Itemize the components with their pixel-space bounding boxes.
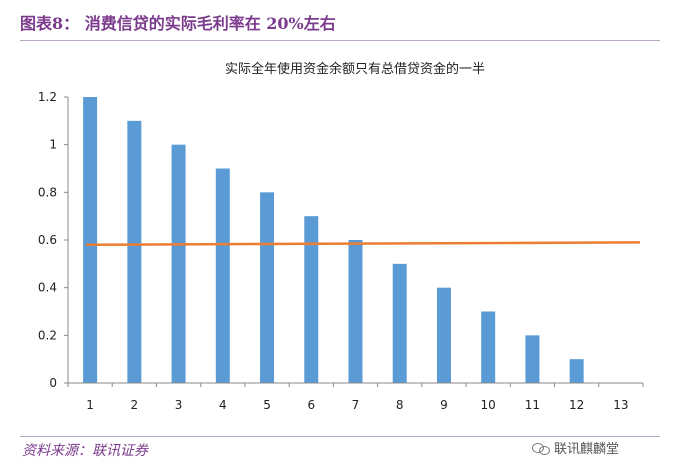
- figure-title: 图表8： 消费信贷的实际毛利率在 20%左右: [20, 14, 336, 33]
- y-tick-label: 0: [49, 376, 57, 390]
- header-divider: [20, 40, 660, 41]
- x-axis-ticks: 1 2 3 4 5 6 7 8 9 10 11 12 13: [67, 383, 644, 412]
- source-note: 资料来源：联讯证券: [22, 443, 148, 459]
- x-tick-label: 5: [263, 398, 271, 412]
- x-tick-label: 13: [613, 398, 628, 412]
- y-axis-ticks: 0 0.2 0.4 0.6 0.8 1 1.2: [38, 90, 68, 390]
- y-tick-label: 0.2: [38, 328, 57, 342]
- footer-divider: [20, 436, 660, 437]
- y-tick-label: 0.6: [38, 233, 57, 247]
- x-tick-label: 10: [481, 398, 496, 412]
- bar-5: [260, 192, 275, 383]
- bar-7: [348, 240, 363, 383]
- bar-11: [525, 335, 540, 383]
- bar-9: [436, 287, 451, 383]
- bar-12: [569, 359, 584, 383]
- x-tick-label: 12: [569, 398, 584, 412]
- watermark: 联讯麒麟堂: [532, 438, 619, 457]
- x-tick-label: 4: [219, 398, 227, 412]
- y-tick-label: 0.4: [38, 281, 57, 295]
- figure-header: 图表8： 消费信贷的实际毛利率在 20%左右: [0, 0, 699, 40]
- y-tick-label: 1: [49, 138, 57, 152]
- x-tick-label: 8: [396, 398, 404, 412]
- bar-6: [304, 216, 319, 383]
- x-tick-label: 1: [86, 398, 94, 412]
- y-tick-label: 0.8: [38, 185, 57, 199]
- line-series: [85, 241, 641, 247]
- x-tick-label: 2: [131, 398, 139, 412]
- watermark-text: 联讯麒麟堂: [554, 442, 620, 457]
- x-tick-label: 11: [525, 398, 540, 412]
- bar-3: [171, 144, 186, 383]
- bar-10: [481, 311, 496, 383]
- average-balance-line: [85, 241, 641, 247]
- bar-series: [83, 97, 584, 383]
- y-tick-label: 1.2: [38, 90, 57, 104]
- chart-title: 实际全年使用资金余额只有总借贷资金的一半: [225, 61, 485, 77]
- bar-2: [127, 120, 142, 383]
- bar-4: [215, 168, 230, 383]
- x-tick-label: 3: [175, 398, 183, 412]
- wechat-icon: [532, 441, 550, 455]
- x-tick-label: 7: [352, 398, 360, 412]
- bar-8: [392, 263, 407, 383]
- x-tick-label: 6: [307, 398, 315, 412]
- x-tick-label: 9: [440, 398, 448, 412]
- bar-1: [83, 97, 98, 383]
